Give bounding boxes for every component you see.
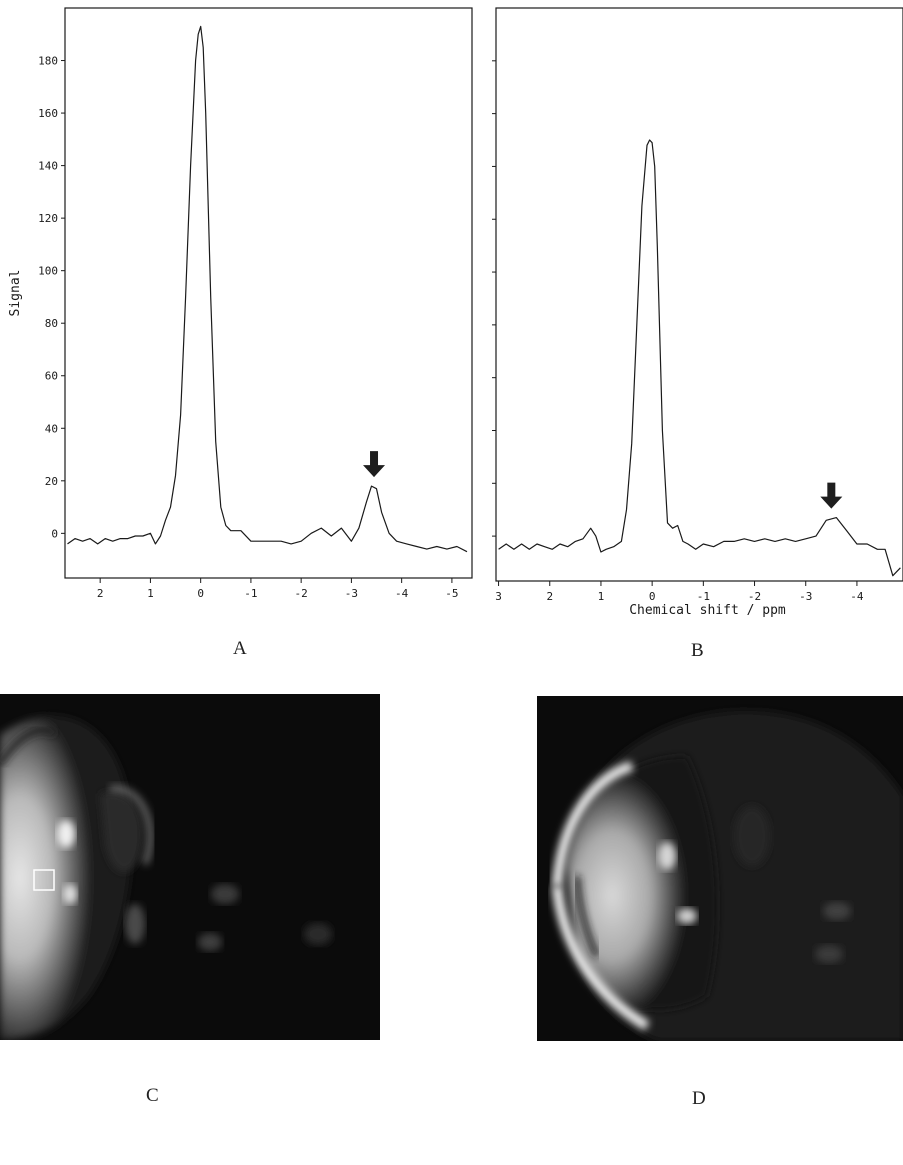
x-tick-label-b: 2 xyxy=(546,590,553,603)
x-tick-label-b: -4 xyxy=(850,590,864,603)
x-tick-label-b: -2 xyxy=(748,590,761,603)
panel-label-d: D xyxy=(692,1088,706,1109)
spectrum-plot-b: 3 2 1 0 -1 -2 -3 -4 Chemical shift / ppm xyxy=(480,0,903,640)
y-tick-label-a: 180 xyxy=(38,55,58,68)
plot-frame-b xyxy=(495,7,903,582)
mri-image-d xyxy=(537,696,903,1041)
x-axis-label-b: Chemical shift / ppm xyxy=(629,603,786,618)
x-tick-label-a: 0 xyxy=(197,587,204,600)
plot-frame-a xyxy=(64,7,473,579)
x-tick-label-a: 1 xyxy=(147,587,154,600)
y-tick-label-a: 100 xyxy=(38,265,58,278)
mri-image-c-graphic xyxy=(0,694,380,1040)
x-tick-label-b: -1 xyxy=(697,590,710,603)
mri-image-d-graphic xyxy=(537,696,903,1041)
x-tick-label-a: -3 xyxy=(345,587,358,600)
y-tick-label-a: 0 xyxy=(51,527,58,540)
spectrum-a-svg: 2 1 0 -1 -2 -3 -4 -5 0 20 40 60 80 100 120 140 160 180 Sig… xyxy=(8,7,473,600)
x-tick-label-a: -4 xyxy=(395,587,409,600)
peak-arrow-b xyxy=(820,482,843,509)
spectrum-line-b-0 xyxy=(498,139,901,577)
peak-arrow-a xyxy=(363,451,386,478)
panel-label-c: C xyxy=(146,1085,159,1106)
x-tick-label-b: 1 xyxy=(598,590,605,603)
y-axis-label-a: Signal xyxy=(8,270,23,317)
spectrum-line-a-0 xyxy=(67,25,468,553)
y-tick-label-a: 20 xyxy=(45,475,58,488)
mri-image-c xyxy=(0,694,380,1040)
x-tick-label-b: -3 xyxy=(799,590,812,603)
x-tick-label-b: 3 xyxy=(495,590,502,603)
y-tick-label-a: 140 xyxy=(38,160,58,173)
roi-box xyxy=(33,869,55,891)
x-tick-label-b: 0 xyxy=(649,590,656,603)
panel-label-b: B xyxy=(691,640,704,661)
y-tick-label-a: 120 xyxy=(38,212,58,225)
y-tick-label-a: 160 xyxy=(38,107,58,120)
panel-label-a: A xyxy=(233,638,247,659)
x-tick-label-a: -5 xyxy=(445,587,458,600)
spectrum-b-svg: 3 2 1 0 -1 -2 -3 -4 Chemical shift / ppm xyxy=(492,7,903,618)
y-tick-label-a: 80 xyxy=(45,317,58,330)
y-tick-label-a: 60 xyxy=(45,370,58,383)
x-tick-label-a: -2 xyxy=(295,587,308,600)
y-tick-label-a: 40 xyxy=(45,422,58,435)
x-tick-label-a: 2 xyxy=(97,587,104,600)
spectrum-plot-a: 2 1 0 -1 -2 -3 -4 -5 0 20 40 60 80 100 120 140 160 180 Sig… xyxy=(0,0,480,640)
x-tick-label-a: -1 xyxy=(244,587,257,600)
